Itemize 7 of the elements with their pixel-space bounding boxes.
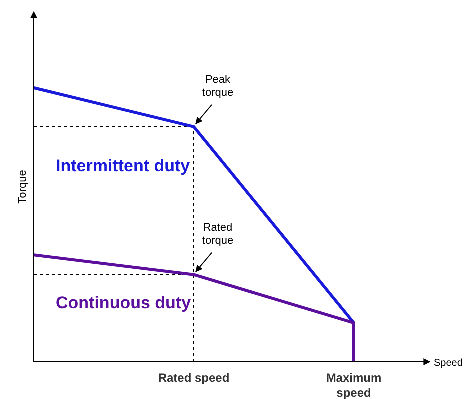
- series-label: Continuous duty: [56, 294, 192, 313]
- y-axis-title: Torque: [17, 170, 29, 204]
- x-tick-label: Rated speed: [158, 371, 230, 385]
- series-label: Intermittent duty: [56, 156, 191, 176]
- annotation: Peak torque: [202, 74, 234, 99]
- x-axis-title: Speed: [434, 358, 463, 369]
- annotation: Rated torque: [202, 222, 234, 247]
